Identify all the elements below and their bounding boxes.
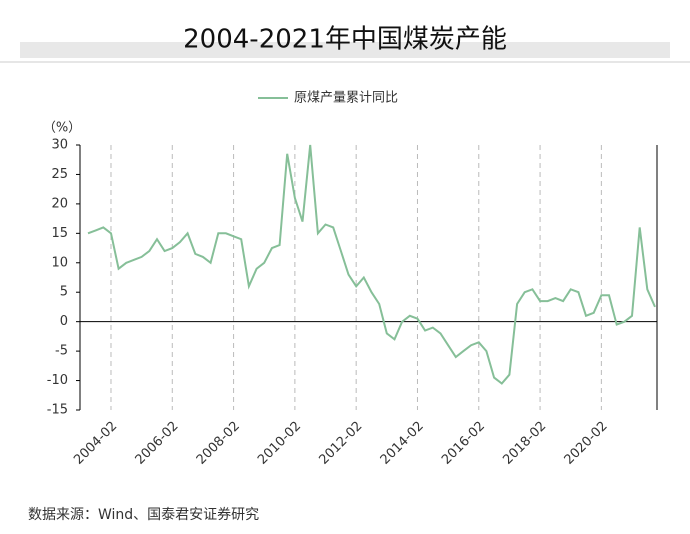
x-tick-label: 2020-02 bbox=[562, 419, 611, 468]
x-tick-label: 2010-02 bbox=[255, 419, 304, 468]
y-tick-label: 20 bbox=[51, 196, 68, 211]
y-tick-label: 25 bbox=[51, 167, 68, 182]
x-tick-label: 2006-02 bbox=[133, 419, 182, 468]
source: 数据来源：Wind、国泰君安证券研究 bbox=[28, 507, 259, 523]
x-tick-label: 2016-02 bbox=[439, 419, 488, 468]
x-tick-label: 2012-02 bbox=[316, 419, 365, 468]
y-tick-label: 30 bbox=[51, 138, 68, 153]
y-tick-label: 0 bbox=[60, 314, 68, 329]
data-line bbox=[87, 144, 656, 385]
x-tick-label: 2004-02 bbox=[71, 419, 120, 468]
y-axis-label: （%） bbox=[43, 121, 81, 136]
y-tick-label: -15 bbox=[47, 403, 68, 418]
x-tick-label: 2008-02 bbox=[194, 419, 243, 468]
y-tick-label: -10 bbox=[47, 373, 68, 388]
x-tick-label: 2018-02 bbox=[500, 419, 549, 468]
x-tick-label: 2014-02 bbox=[378, 419, 427, 468]
legend-label: 原煤产量累计同比 bbox=[294, 91, 398, 106]
chart-title: 2004-2021年中国煤炭产能 bbox=[183, 25, 507, 55]
y-tick-label: 10 bbox=[51, 255, 68, 270]
y-tick-label: -5 bbox=[55, 344, 68, 359]
title-band bbox=[20, 42, 670, 58]
y-tick-label: 5 bbox=[60, 285, 68, 300]
y-tick-label: 15 bbox=[51, 226, 68, 241]
